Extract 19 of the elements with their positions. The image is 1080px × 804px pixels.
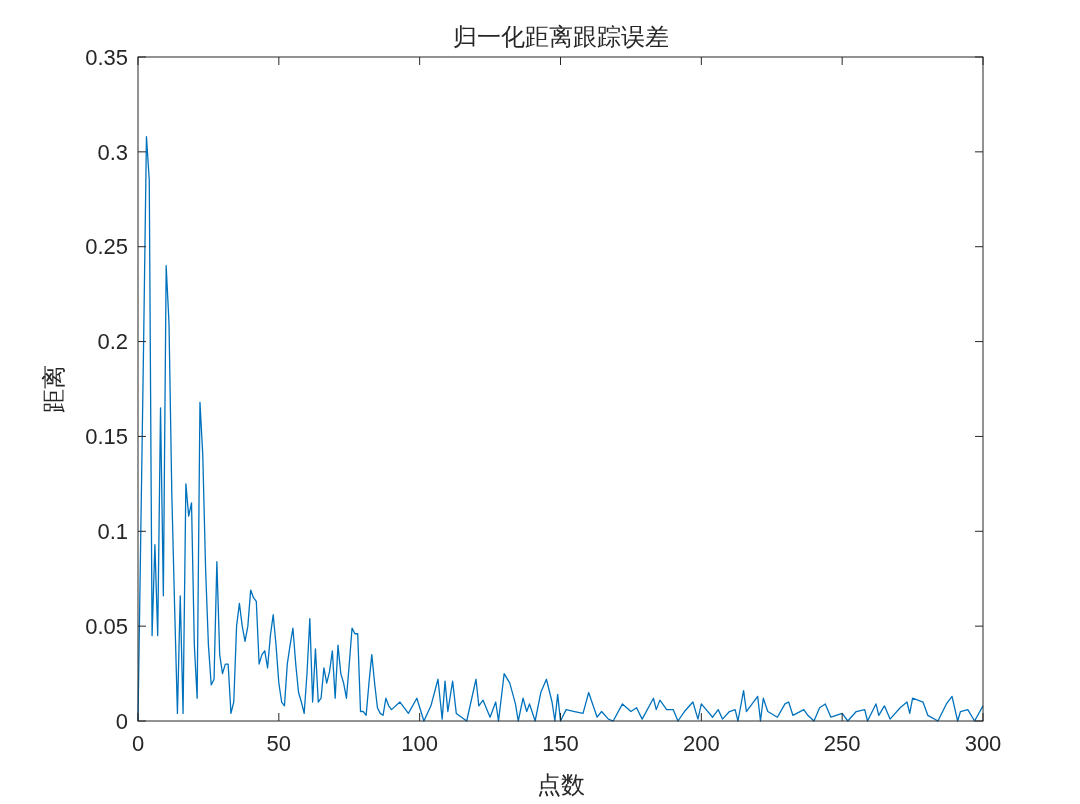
x-tick-label: 100 [401, 731, 439, 756]
x-tick-label: 150 [542, 731, 579, 756]
y-tick-label: 0.25 [85, 234, 128, 260]
x-tick-label: 250 [823, 731, 861, 756]
line-series [137, 136, 984, 722]
x-tick-label: 50 [266, 731, 292, 756]
y-tick-label: 0.2 [97, 329, 128, 355]
x-tick-label: 200 [682, 731, 720, 756]
y-tick-label: 0.1 [97, 518, 128, 544]
y-tick-label: 0.35 [85, 44, 128, 70]
y-tick-label: 0.3 [97, 139, 128, 165]
x-tick-label: 300 [964, 731, 1002, 756]
y-tick-label: 0.15 [85, 424, 128, 450]
x-axis-title: 点数 [536, 771, 585, 798]
chart-title: 归一化距离跟踪误差 [452, 23, 669, 50]
y-axis-title: 距离 [40, 365, 67, 413]
y-tick-label: 0 [115, 708, 128, 734]
y-tick-label: 0.05 [85, 613, 128, 639]
x-tick-label: 0 [131, 731, 145, 756]
